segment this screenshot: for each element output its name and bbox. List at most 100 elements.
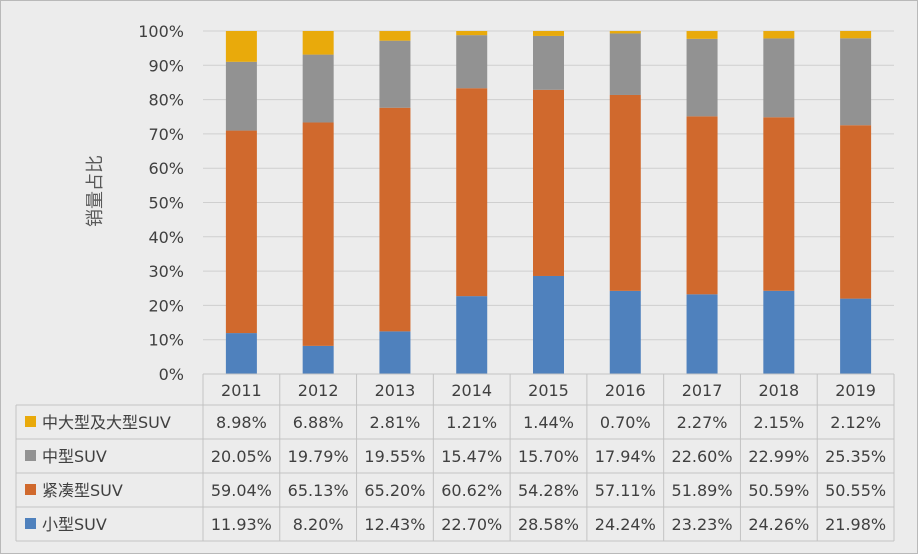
bar-segment <box>763 290 795 374</box>
table-value: 22.60% <box>672 447 733 466</box>
bar-segment <box>763 31 795 39</box>
x-tick-label: 2012 <box>298 381 339 400</box>
x-tick-label: 2014 <box>451 381 492 400</box>
bar-segment <box>840 125 872 299</box>
y-tick-label: 100% <box>138 22 184 41</box>
table-value: 24.26% <box>748 515 809 534</box>
bar-segment <box>302 54 334 123</box>
y-tick-label: 40% <box>148 228 184 247</box>
table-value: 2.81% <box>370 413 421 432</box>
bar-segment <box>379 40 411 108</box>
table-value: 50.59% <box>748 481 809 500</box>
bar-segment <box>379 31 411 41</box>
bar-segment <box>302 31 334 55</box>
y-tick-label: 10% <box>148 331 184 350</box>
table-value: 1.44% <box>523 413 574 432</box>
bar-segment <box>686 38 718 117</box>
table-value: 54.28% <box>518 481 579 500</box>
bar-segment <box>225 31 257 62</box>
table-value: 17.94% <box>595 447 656 466</box>
bar-segment <box>379 331 411 374</box>
table-value: 1.21% <box>446 413 497 432</box>
y-tick-label: 70% <box>148 125 184 144</box>
y-tick-label: 30% <box>148 262 184 281</box>
bar-segment <box>225 333 257 374</box>
table-value: 19.55% <box>364 447 425 466</box>
bar-segment <box>686 294 718 374</box>
table-value: 60.62% <box>441 481 502 500</box>
bar-segment <box>763 38 795 118</box>
bar-segment <box>763 117 795 291</box>
legend-label: 小型SUV <box>42 515 107 534</box>
legend-label: 中大型及大型SUV <box>42 413 171 432</box>
table-value: 24.24% <box>595 515 656 534</box>
y-tick-label: 50% <box>148 194 184 213</box>
bar-segment <box>533 31 564 36</box>
bar-segment <box>609 31 641 34</box>
table-value: 11.93% <box>211 515 272 534</box>
bar-segment <box>840 38 872 126</box>
x-tick-label: 2019 <box>835 381 876 400</box>
table-value: 8.20% <box>293 515 344 534</box>
bar-segment <box>533 89 564 276</box>
y-tick-label: 90% <box>148 56 184 75</box>
bar-segment <box>533 35 564 90</box>
table-value: 0.70% <box>600 413 651 432</box>
table-value: 2.15% <box>753 413 804 432</box>
y-axis-ticks: 0% 10% 20% 30% 40% 50% 60% 70% 80% 90% 100% <box>138 22 184 384</box>
x-tick-label: 2017 <box>682 381 723 400</box>
bar-segment <box>686 31 718 39</box>
bar-segment <box>379 107 411 332</box>
legend-label: 中型SUV <box>42 447 107 466</box>
table-value: 51.89% <box>672 481 733 500</box>
y-tick-label: 80% <box>148 91 184 110</box>
table-value: 23.23% <box>672 515 733 534</box>
table-value: 59.04% <box>211 481 272 500</box>
table-value: 50.55% <box>825 481 886 500</box>
table-value: 20.05% <box>211 447 272 466</box>
table-value: 57.11% <box>595 481 656 500</box>
table-value: 2.12% <box>830 413 881 432</box>
table-value: 65.13% <box>288 481 349 500</box>
table-value: 25.35% <box>825 447 886 466</box>
legend-key <box>25 416 36 427</box>
bar-segment <box>609 290 641 374</box>
x-tick-label: 2018 <box>758 381 799 400</box>
legend-label: 紧凑型SUV <box>42 481 123 500</box>
table-value: 12.43% <box>364 515 425 534</box>
table-value: 8.98% <box>216 413 267 432</box>
bar-segment <box>302 345 334 374</box>
bar-segment <box>225 130 257 334</box>
x-tick-label: 2015 <box>528 381 569 400</box>
bar-segment <box>686 116 718 295</box>
y-tick-label: 60% <box>148 159 184 178</box>
y-tick-label: 0% <box>159 365 184 384</box>
bar-segment <box>456 31 488 36</box>
table-value: 15.47% <box>441 447 502 466</box>
bar-segment <box>609 33 641 95</box>
table-value: 22.70% <box>441 515 502 534</box>
bar-segment <box>840 31 872 39</box>
x-tick-label: 2013 <box>375 381 416 400</box>
bar-segment <box>302 122 334 346</box>
bar-segment <box>225 61 257 131</box>
table-value: 22.99% <box>748 447 809 466</box>
bar-segment <box>840 298 872 374</box>
bar-segment <box>456 88 488 297</box>
bar-segment <box>456 296 488 374</box>
bar-segment <box>609 94 641 291</box>
table-value: 21.98% <box>825 515 886 534</box>
x-tick-label: 2011 <box>221 381 262 400</box>
legend-key <box>25 484 36 495</box>
bar-stacks <box>225 31 872 374</box>
bar-segment <box>456 35 488 89</box>
legend-key <box>25 450 36 461</box>
data-table: 2011 2012 2013 2014 2015 2016 2017 2018 2019 中大型及… <box>15 373 895 542</box>
table-value: 65.20% <box>364 481 425 500</box>
table-value: 19.79% <box>288 447 349 466</box>
table-value: 2.27% <box>677 413 728 432</box>
bar-segment <box>533 275 564 374</box>
legend-key <box>25 518 36 529</box>
